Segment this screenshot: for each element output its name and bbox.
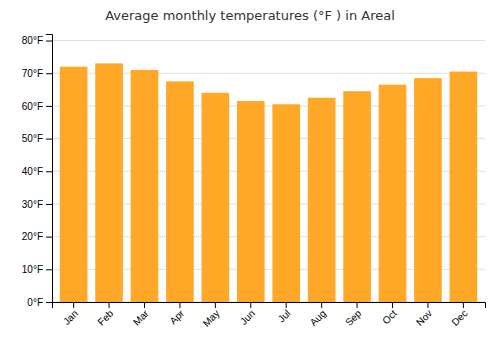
bar <box>202 93 230 302</box>
x-tick-mark <box>179 302 180 308</box>
y-tick-mark <box>46 41 52 42</box>
y-tick-mark <box>46 302 52 303</box>
x-tick-mark <box>109 302 110 308</box>
x-tick-mark <box>321 302 322 308</box>
y-tick-mark <box>46 204 52 205</box>
title: Average monthly temperatures (°F ) in Ar… <box>105 8 395 23</box>
x-tick-label: Aug <box>308 308 328 328</box>
y-tick-mark <box>46 269 52 270</box>
x-tick-mark <box>73 302 74 308</box>
bar <box>343 91 371 302</box>
x-axis: Jan Feb Mar Apr May Jun Jul Aug Sep Oct Nov Dec <box>53 302 486 329</box>
y-tick-mark <box>46 106 52 107</box>
x-tick: May <box>201 302 222 329</box>
x-tick-label: Jul <box>276 308 293 325</box>
bar <box>272 104 300 302</box>
x-tick: Aug <box>308 302 328 328</box>
grid <box>52 41 485 302</box>
y-tick: 10°F <box>22 264 52 275</box>
plot: 0°F 10°F 20°F 30°F 40°F 50°F 60°F 70°F 80°F Jan Fe… <box>22 35 486 329</box>
x-tick-label: Apr <box>167 307 186 326</box>
x-tick-mark <box>215 302 216 308</box>
x-tick-label: Jan <box>61 308 80 327</box>
x-tick: Sep <box>343 302 364 328</box>
y-tick: 0°F <box>27 297 52 308</box>
x-tick: Oct <box>380 302 399 326</box>
x-tick: Jan <box>61 302 80 327</box>
y-tick-label: 10°F <box>22 264 43 275</box>
bar <box>414 78 442 302</box>
x-tick: Mar <box>131 302 151 328</box>
x-tick: Nov <box>414 302 434 328</box>
y-tick: 20°F <box>22 231 52 242</box>
x-tick: Jul <box>276 302 293 324</box>
x-tick-label: Oct <box>380 308 399 327</box>
x-tick-mark <box>357 302 358 308</box>
x-tick-label: Mar <box>131 307 151 327</box>
x-tick-label: Jun <box>238 308 257 327</box>
x-tick: Dec <box>449 302 469 328</box>
y-tick-mark <box>46 139 52 140</box>
x-tick-label: Dec <box>449 308 469 328</box>
x-tick-mark <box>392 302 393 308</box>
y-axis-line <box>46 35 53 303</box>
x-tick-label: May <box>201 308 222 329</box>
bar <box>308 98 336 302</box>
bars <box>60 63 477 302</box>
x-tick: Jun <box>238 302 257 327</box>
y-tick-label: 30°F <box>22 199 43 210</box>
x-tick-mark <box>144 302 145 308</box>
bar <box>450 72 478 302</box>
bar <box>95 63 123 302</box>
x-axis-line <box>53 303 486 309</box>
y-tick-mark <box>46 171 52 172</box>
y-tick-label: 20°F <box>22 231 43 242</box>
x-tick: Feb <box>95 302 115 328</box>
x-tick-mark <box>286 302 287 308</box>
y-tick: 70°F <box>22 68 52 79</box>
x-tick-mark <box>250 302 251 308</box>
y-tick-label: 0°F <box>27 297 43 308</box>
y-tick: 80°F <box>22 35 52 46</box>
y-tick-mark <box>46 73 52 74</box>
bar <box>60 67 88 302</box>
x-tick: Apr <box>167 302 186 326</box>
y-tick: 40°F <box>22 166 52 177</box>
y-tick-label: 80°F <box>22 35 43 46</box>
y-tick-mark <box>46 237 52 238</box>
x-tick-mark <box>463 302 464 308</box>
y-tick: 30°F <box>22 199 52 210</box>
y-tick: 50°F <box>22 133 52 144</box>
y-tick-label: 60°F <box>22 101 43 112</box>
grid-line <box>52 40 485 41</box>
bar <box>237 101 265 302</box>
y-tick-label: 70°F <box>22 68 43 79</box>
y-tick: 60°F <box>22 101 52 112</box>
y-tick-label: 50°F <box>22 133 43 144</box>
bar <box>166 81 194 302</box>
x-tick-mark <box>427 302 428 308</box>
bar <box>131 70 159 302</box>
x-tick-label: Nov <box>414 308 434 328</box>
bar <box>379 85 407 302</box>
chart: Average monthly temperatures (°F ) in Ar… <box>0 0 500 350</box>
x-tick-label: Sep <box>343 307 364 328</box>
x-tick-label: Feb <box>95 307 115 327</box>
y-tick-label: 40°F <box>22 166 43 177</box>
y-axis: 0°F 10°F 20°F 30°F 40°F 50°F 60°F 70°F 80°F <box>22 35 53 308</box>
